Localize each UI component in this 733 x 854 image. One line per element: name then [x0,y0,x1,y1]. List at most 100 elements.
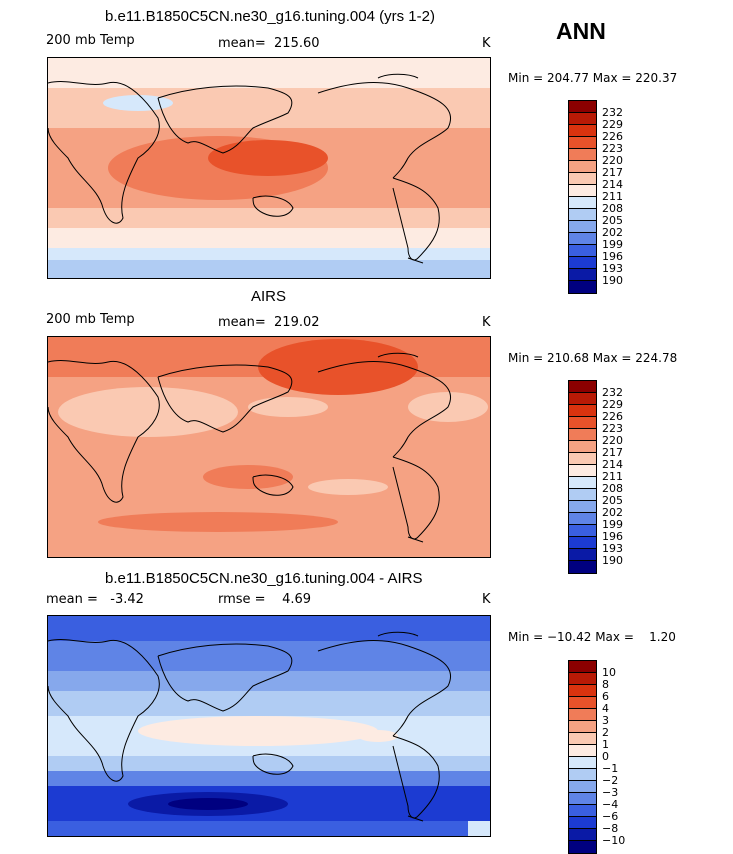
legend-tick-label: 226 [602,410,623,423]
legend-tick-label: 190 [602,554,623,567]
legend-swatch [569,125,596,137]
legend-swatch [569,549,596,561]
panel1-legend-colorbar [568,100,597,294]
legend-swatch [569,697,596,709]
panel2-minmax: Min = 210.68 Max = 224.78 [508,351,678,365]
legend-swatch [569,709,596,721]
legend-tick-label: 2 [602,726,609,739]
legend-swatch [569,805,596,817]
legend-tick-label: 202 [602,506,623,519]
panel1-minmax: Min = 204.77 Max = 220.37 [508,71,678,85]
panel2-map [47,336,491,558]
legend-swatch [569,101,596,113]
legend-swatch [569,477,596,489]
legend-tick-label: 196 [602,250,623,263]
legend-tick-label: 208 [602,482,623,495]
legend-swatch [569,197,596,209]
panel1-mean: mean= 215.60 [218,36,320,51]
legend-swatch [569,721,596,733]
legend-tick-label: −10 [602,834,626,847]
legend-tick-label: 217 [602,446,623,459]
panel3-mean: mean = -3.42 [46,592,144,607]
legend-swatch [569,673,596,685]
legend-tick-label: 232 [602,106,623,119]
legend-swatch [569,525,596,537]
legend-swatch [569,417,596,429]
legend-tick-label: 8 [602,678,609,691]
panel2-title: AIRS [251,288,287,305]
legend-tick-label: 232 [602,386,623,399]
legend-tick-label: 190 [602,274,623,287]
panel3-title: b.e11.B1850C5CN.ne30_g16.tuning.004 - AI… [105,570,423,587]
legend-tick-label: −8 [602,822,619,835]
legend-swatch [569,149,596,161]
legend-tick-label: 193 [602,542,623,555]
legend-swatch [569,501,596,513]
legend-swatch [569,405,596,417]
legend-tick-label: −2 [602,774,619,787]
legend-swatch [569,185,596,197]
legend-swatch [569,661,596,673]
legend-tick-label: 0 [602,750,609,763]
panel2-mean: mean= 219.02 [218,315,320,330]
legend-swatch [569,489,596,501]
panel1-units: K [482,36,491,51]
legend-swatch [569,381,596,393]
legend-tick-label: 208 [602,202,623,215]
panel3-map [47,615,491,837]
legend-swatch [569,465,596,477]
legend-tick-label: 211 [602,470,623,483]
legend-swatch [569,269,596,281]
legend-swatch [569,429,596,441]
legend-swatch [569,733,596,745]
legend-swatch [569,841,596,853]
panel3-legend-colorbar [568,660,597,854]
legend-swatch [569,441,596,453]
panel2-units: K [482,315,491,330]
legend-swatch [569,233,596,245]
panel1-title: b.e11.B1850C5CN.ne30_g16.tuning.004 (yrs… [105,8,435,25]
panel1-legend [568,100,597,294]
legend-tick-label: −4 [602,798,619,811]
legend-tick-label: 217 [602,166,623,179]
legend-tick-label: 205 [602,494,623,507]
legend-tick-label: 220 [602,154,623,167]
legend-swatch [569,781,596,793]
legend-tick-label: 4 [602,702,609,715]
panel1-map [47,57,491,279]
legend-tick-label: 214 [602,178,623,191]
legend-swatch [569,209,596,221]
legend-swatch [569,453,596,465]
legend-swatch [569,513,596,525]
legend-tick-label: 229 [602,398,623,411]
panel1-variable: 200 mb Temp [46,33,135,48]
legend-tick-label: −6 [602,810,619,823]
legend-tick-label: 202 [602,226,623,239]
legend-swatch [569,281,596,293]
panel2-variable: 200 mb Temp [46,312,135,327]
legend-swatch [569,113,596,125]
legend-swatch [569,829,596,841]
legend-swatch [569,745,596,757]
legend-tick-label: 199 [602,518,623,531]
panel2-legend [568,380,597,574]
legend-tick-label: 1 [602,738,609,751]
legend-swatch [569,257,596,269]
panel2-legend-colorbar [568,380,597,574]
legend-tick-label: 226 [602,130,623,143]
legend-tick-label: 10 [602,666,616,679]
legend-swatch [569,769,596,781]
legend-tick-label: −1 [602,762,619,775]
legend-tick-label: 196 [602,530,623,543]
panel3-map-svg [48,616,490,836]
season-label: ANN [556,18,606,44]
legend-tick-label: 3 [602,714,609,727]
legend-tick-label: 220 [602,434,623,447]
legend-tick-label: 199 [602,238,623,251]
panel3-minmax: Min = −10.42 Max = 1.20 [508,630,676,644]
legend-swatch [569,757,596,769]
legend-tick-label: 223 [602,422,623,435]
legend-tick-label: 229 [602,118,623,131]
legend-swatch [569,561,596,573]
legend-swatch [569,245,596,257]
